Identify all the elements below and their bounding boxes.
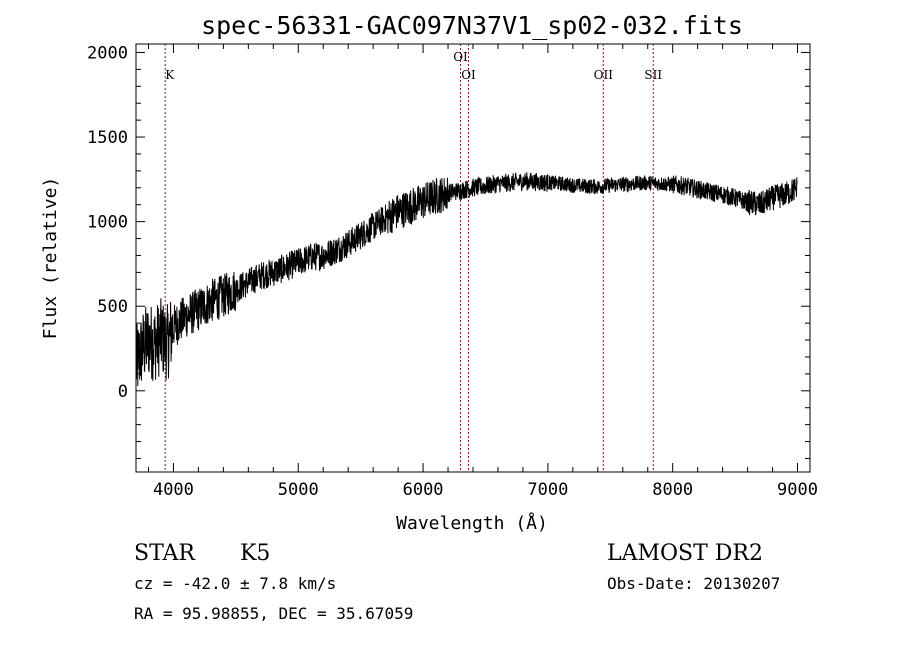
spectrum-info: STAR K5 LAMOST DR2 cz = -42.0 ± 7.8 km/s…: [134, 541, 780, 623]
coordinates: RA = 95.98855, DEC = 35.67059: [134, 604, 413, 623]
y-tick-label: 2000: [87, 43, 128, 63]
spectrum-line: [135, 172, 798, 387]
plot-frame: [135, 43, 811, 473]
spectral-line-label: SII: [644, 68, 662, 82]
y-tick-label: 1000: [87, 213, 128, 233]
y-tick-label: 500: [97, 297, 128, 317]
observation-date: Obs-Date: 20130207: [607, 574, 780, 593]
x-tick-label: 7000: [527, 480, 568, 500]
y-tick-label: 0: [118, 382, 128, 402]
x-tick-labels: 4000 5000 6000 7000 8000 9000: [153, 480, 818, 500]
chart-title: spec-56331-GAC097N37V1_sp02-032.fits: [201, 11, 743, 40]
x-tick-label: 9000: [777, 480, 818, 500]
object-subclass: K5: [240, 541, 270, 566]
x-tick-label: 4000: [153, 480, 194, 500]
plot-area: K OI OI OII SII: [135, 43, 811, 473]
object-type: STAR: [134, 541, 196, 566]
spectral-line-label: K: [165, 68, 175, 82]
survey-name: LAMOST DR2: [607, 541, 763, 566]
y-tick-label: 1500: [87, 128, 128, 148]
spectral-lines: K OI OI OII SII: [164, 44, 662, 472]
x-axis-label: Wavelength (Å): [396, 512, 548, 534]
redshift-velocity: cz = -42.0 ± 7.8 km/s: [134, 574, 336, 593]
spectral-line-label: OII: [594, 68, 614, 82]
x-tick-label: 5000: [278, 480, 319, 500]
y-axis-label: Flux (relative): [40, 177, 61, 340]
x-tick-label: 6000: [403, 480, 444, 500]
x-tick-label: 8000: [652, 480, 693, 500]
spectral-line-label: OI: [461, 68, 476, 82]
axis-ticks: [136, 44, 810, 472]
y-tick-labels: 0 500 1000 1500 2000: [87, 43, 128, 401]
spectral-line-label: OI: [453, 50, 468, 64]
